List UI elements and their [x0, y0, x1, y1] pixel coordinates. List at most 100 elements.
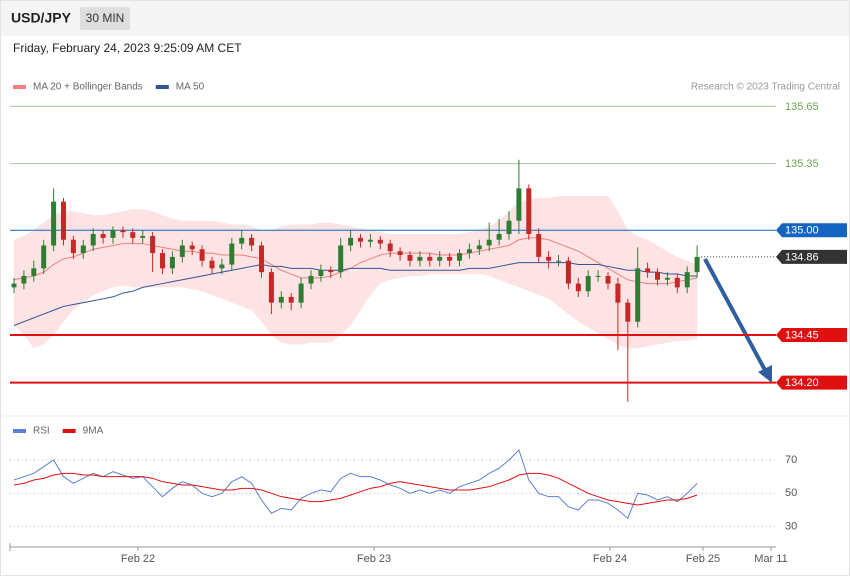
candle-body: [11, 283, 17, 288]
ma-line: [13, 262, 698, 326]
header-bar: [1, 1, 849, 36]
candle-body: [655, 272, 660, 280]
candle-body: [417, 256, 423, 261]
forecast-arrow: [703, 258, 768, 373]
candle-body: [625, 302, 631, 322]
candle-body: [229, 243, 235, 265]
candle-body: [427, 256, 433, 261]
candle-body: [130, 232, 136, 238]
candle-body: [249, 237, 255, 246]
candle-body: [80, 245, 86, 254]
candle-body: [41, 245, 47, 269]
candle-body: [377, 239, 383, 244]
level-label: 135.00: [785, 225, 819, 237]
candle-body: [447, 256, 453, 261]
candle-body: [457, 253, 462, 261]
ma-line: [13, 237, 698, 285]
bollinger-band: [14, 195, 698, 349]
timestamp: Friday, February 24, 2023 9:25:09 AM CET: [13, 41, 242, 55]
candle-body: [536, 234, 542, 257]
candle-body: [605, 275, 611, 284]
candle-body: [595, 275, 601, 277]
candle-body: [209, 260, 215, 269]
symbol: USD/JPY: [11, 10, 72, 26]
forecast-arrowhead: [758, 365, 772, 383]
credit: Research © 2023 Trading Central: [691, 82, 840, 93]
candle-body: [189, 245, 195, 250]
y-tick-label: 70: [785, 454, 797, 466]
candle-body: [150, 235, 156, 254]
candle-body: [516, 188, 522, 221]
candle-body: [664, 277, 670, 280]
legend-swatch: [155, 85, 169, 89]
indicator-line: [13, 472, 698, 506]
candle-body: [338, 245, 344, 273]
candle-body: [110, 230, 116, 238]
candle-body: [585, 275, 591, 292]
candle-body: [674, 277, 680, 288]
x-tick-label: Feb 23: [357, 553, 391, 565]
candle-body: [476, 245, 482, 250]
candle-body: [694, 256, 700, 273]
candle-body: [70, 239, 76, 254]
candle-body: [100, 234, 106, 238]
legend-label: MA 20 + Bollinger Bands: [33, 82, 143, 93]
candle-body: [61, 201, 66, 240]
candle-body: [140, 235, 146, 238]
candle-body: [367, 239, 373, 242]
legend-label: MA 50: [176, 82, 205, 93]
x-tick-label: Feb 25: [686, 553, 720, 565]
interval-box: [80, 7, 130, 30]
candle-body: [169, 256, 175, 269]
candle-body: [565, 260, 571, 284]
candle-body: [556, 260, 561, 262]
candle-body: [506, 220, 512, 235]
candle-body: [179, 245, 185, 257]
candle-body: [21, 275, 27, 284]
level-label: 135.65: [785, 101, 819, 113]
candle-body: [328, 270, 334, 273]
candle-body: [526, 188, 532, 235]
candle-body: [298, 283, 304, 303]
level-label: 135.35: [785, 158, 819, 170]
candle-body: [437, 256, 443, 261]
candle-body: [318, 270, 324, 276]
candle-body: [407, 255, 413, 261]
legend-label: 9MA: [83, 426, 104, 437]
candle-body: [308, 275, 314, 284]
level-label-box: [776, 249, 847, 264]
x-tick-label: Feb 24: [593, 553, 627, 565]
interval: 30 MIN: [86, 11, 125, 25]
candle-body: [645, 268, 651, 273]
candle-body: [219, 264, 225, 269]
candle-body: [278, 296, 284, 303]
candle-body: [31, 268, 37, 276]
candle-body: [348, 237, 354, 246]
level-label: 134.20: [785, 377, 819, 389]
legend-swatch: [13, 85, 26, 89]
candle-body: [90, 234, 96, 246]
candle-body: [546, 256, 552, 261]
candle-body: [387, 243, 393, 252]
candle-body: [259, 245, 264, 273]
level-label: 134.86: [785, 251, 819, 263]
y-tick-label: 50: [785, 487, 797, 499]
y-tick-label: 30: [785, 521, 797, 533]
candle-body: [51, 201, 57, 246]
candle-body: [120, 230, 126, 233]
candle-body: [635, 268, 641, 322]
candle-body: [575, 283, 581, 292]
candle-body: [239, 237, 245, 244]
candle-body: [486, 239, 492, 246]
candle-body: [160, 253, 165, 269]
candle-body: [199, 249, 205, 261]
legend-swatch: [62, 429, 76, 433]
candle-body: [397, 251, 403, 255]
candle-body: [268, 272, 274, 303]
x-tick-label: Feb 22: [121, 553, 155, 565]
candle-body: [684, 272, 690, 288]
legend-swatch: [13, 429, 26, 433]
level-label-box: [776, 328, 847, 342]
